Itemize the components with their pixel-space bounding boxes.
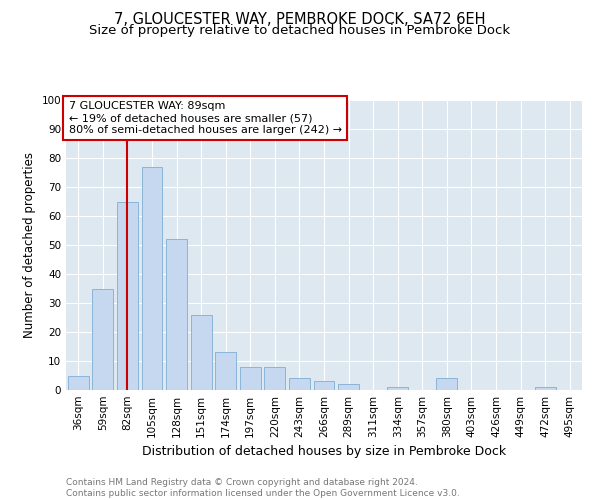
- Y-axis label: Number of detached properties: Number of detached properties: [23, 152, 36, 338]
- Bar: [142, 166, 163, 390]
- Bar: [117, 202, 138, 390]
- Text: Size of property relative to detached houses in Pembroke Dock: Size of property relative to detached ho…: [89, 24, 511, 37]
- Bar: [436, 378, 457, 390]
- Bar: [215, 352, 236, 390]
- Bar: [166, 239, 187, 390]
- Bar: [265, 367, 286, 390]
- X-axis label: Distribution of detached houses by size in Pembroke Dock: Distribution of detached houses by size …: [142, 446, 506, 458]
- Bar: [289, 378, 310, 390]
- Bar: [68, 376, 89, 390]
- Bar: [92, 288, 113, 390]
- Bar: [240, 367, 261, 390]
- Bar: [314, 382, 334, 390]
- Text: 7, GLOUCESTER WAY, PEMBROKE DOCK, SA72 6EH: 7, GLOUCESTER WAY, PEMBROKE DOCK, SA72 6…: [114, 12, 486, 28]
- Bar: [191, 314, 212, 390]
- Bar: [535, 387, 556, 390]
- Bar: [338, 384, 359, 390]
- Text: Contains HM Land Registry data © Crown copyright and database right 2024.
Contai: Contains HM Land Registry data © Crown c…: [66, 478, 460, 498]
- Text: 7 GLOUCESTER WAY: 89sqm
← 19% of detached houses are smaller (57)
80% of semi-de: 7 GLOUCESTER WAY: 89sqm ← 19% of detache…: [68, 102, 342, 134]
- Bar: [387, 387, 408, 390]
